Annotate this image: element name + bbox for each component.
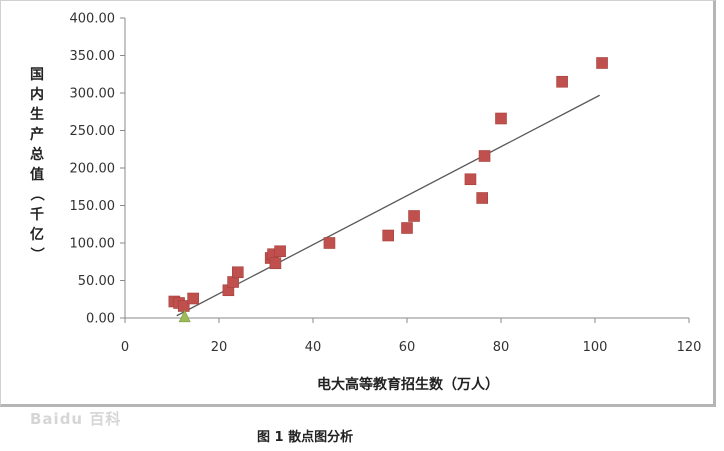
data-point-square: [476, 192, 489, 204]
data-point-square: [401, 222, 413, 234]
trendline-group: [176, 94, 601, 317]
data-point-square: [464, 173, 477, 186]
data-point-square: [596, 57, 608, 69]
data-point-square: [478, 150, 491, 162]
data-point-square: [382, 229, 395, 242]
y-tick-label: 200.00: [70, 162, 116, 177]
x-tick-label: 20: [211, 340, 228, 355]
y-tick-label: 50.00: [78, 274, 115, 289]
data-point-square: [187, 292, 199, 305]
x-tick-label: 120: [677, 340, 702, 355]
y-tick-label: 150.00: [70, 199, 116, 214]
watermark: Baidu 百科: [30, 410, 122, 428]
x-tick-label: 80: [493, 340, 510, 355]
y-axis-title-char: 国: [30, 67, 44, 83]
y-axis-title-char: 生: [30, 106, 44, 123]
y-axis-title-char: 产: [30, 126, 44, 143]
figure-caption: 图 1 散点图分析: [257, 430, 354, 445]
x-tick-label: 100: [583, 340, 608, 355]
data-point-square: [495, 112, 507, 125]
y-axis-title-char: （: [28, 187, 44, 201]
x-axis-title: 电大高等教育招生数（万人）: [317, 376, 499, 393]
data-point-square: [227, 276, 239, 288]
y-tick-label: 250.00: [70, 124, 116, 139]
y-tick-label: 100.00: [70, 237, 116, 252]
y-axis-title-char: 千: [30, 206, 44, 223]
y-axis-title-char: 亿: [30, 226, 44, 243]
trendline: [176, 94, 601, 317]
data-point-square: [323, 237, 336, 249]
y-tick-label: 300.00: [70, 87, 116, 102]
data-points: [168, 57, 608, 323]
y-axis-title-char: 值: [30, 166, 44, 183]
chart-frame: [0, 0, 716, 407]
chart-axes: 0.00 50.00 100.00 150.00 200.00 250.00 300.00 3…: [70, 12, 702, 356]
data-point-square: [269, 257, 282, 270]
x-tick-label: 40: [305, 340, 322, 355]
x-tick-label: 60: [399, 340, 416, 355]
y-tick-label: 0.00: [86, 312, 115, 327]
y-axis-title-char: ）: [28, 247, 44, 261]
y-axis-title-char: 内: [30, 86, 44, 103]
data-point-square: [408, 210, 420, 222]
y-tick-label: 350.00: [70, 49, 116, 64]
data-point-triangle: [178, 309, 191, 323]
data-point-square: [274, 245, 286, 258]
x-tick-label: 0: [121, 340, 129, 355]
data-point-square: [177, 300, 190, 312]
y-axis-title-char: 总: [30, 146, 44, 163]
y-tick-label: 400.00: [70, 12, 116, 27]
data-point-square: [556, 75, 568, 88]
data-point-square: [232, 266, 244, 279]
